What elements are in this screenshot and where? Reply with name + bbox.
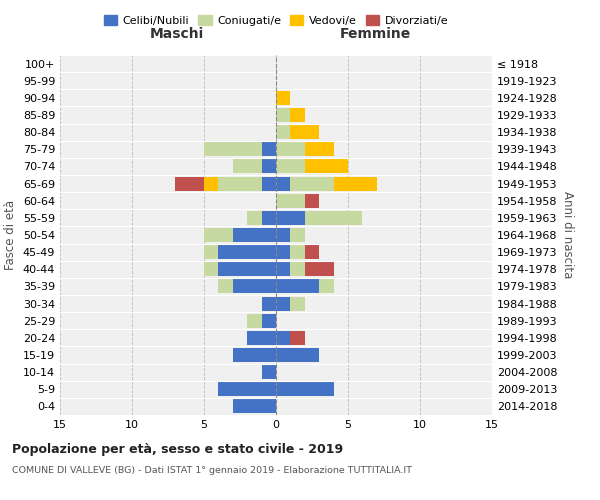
Bar [290,296,305,310]
Bar [233,400,276,413]
Bar [305,142,334,156]
Bar [305,194,319,207]
Bar [276,331,290,345]
Bar [305,262,334,276]
Text: COMUNE DI VALLEVE (BG) - Dati ISTAT 1° gennaio 2019 - Elaborazione TUTTITALIA.IT: COMUNE DI VALLEVE (BG) - Dati ISTAT 1° g… [12,466,412,475]
Bar [262,211,276,225]
Bar [305,211,362,225]
Bar [290,176,334,190]
Bar [276,296,290,310]
Y-axis label: Fasce di età: Fasce di età [4,200,17,270]
Bar [276,348,319,362]
Bar [276,211,305,225]
Bar [276,382,334,396]
Bar [262,296,276,310]
Bar [204,228,233,242]
Bar [290,228,305,242]
Bar [218,245,276,259]
Bar [276,245,290,259]
Bar [218,280,233,293]
Bar [247,211,262,225]
Y-axis label: Anni di nascita: Anni di nascita [561,192,574,278]
Bar [233,348,276,362]
Text: Popolazione per età, sesso e stato civile - 2019: Popolazione per età, sesso e stato civil… [12,442,343,456]
Bar [175,176,204,190]
Bar [276,160,305,173]
Bar [276,228,290,242]
Bar [218,262,276,276]
Bar [334,176,377,190]
Bar [305,160,348,173]
Bar [262,176,276,190]
Bar [233,228,276,242]
Legend: Celibi/Nubili, Coniugati/e, Vedovi/e, Divorziati/e: Celibi/Nubili, Coniugati/e, Vedovi/e, Di… [100,10,452,30]
Bar [290,245,305,259]
Bar [204,142,262,156]
Bar [290,331,305,345]
Bar [305,245,319,259]
Bar [276,176,290,190]
Bar [276,125,290,139]
Bar [262,314,276,328]
Bar [276,108,290,122]
Bar [262,160,276,173]
Bar [247,314,262,328]
Text: Maschi: Maschi [149,26,204,40]
Bar [218,176,262,190]
Bar [204,176,218,190]
Bar [276,262,290,276]
Text: Femmine: Femmine [340,26,411,40]
Bar [262,365,276,379]
Bar [276,142,305,156]
Bar [276,194,305,207]
Bar [233,280,276,293]
Bar [290,125,319,139]
Bar [233,160,262,173]
Bar [218,382,276,396]
Bar [262,142,276,156]
Bar [247,331,276,345]
Bar [290,108,305,122]
Bar [276,91,290,105]
Bar [290,262,305,276]
Bar [204,262,218,276]
Bar [319,280,334,293]
Bar [276,280,319,293]
Bar [204,245,218,259]
